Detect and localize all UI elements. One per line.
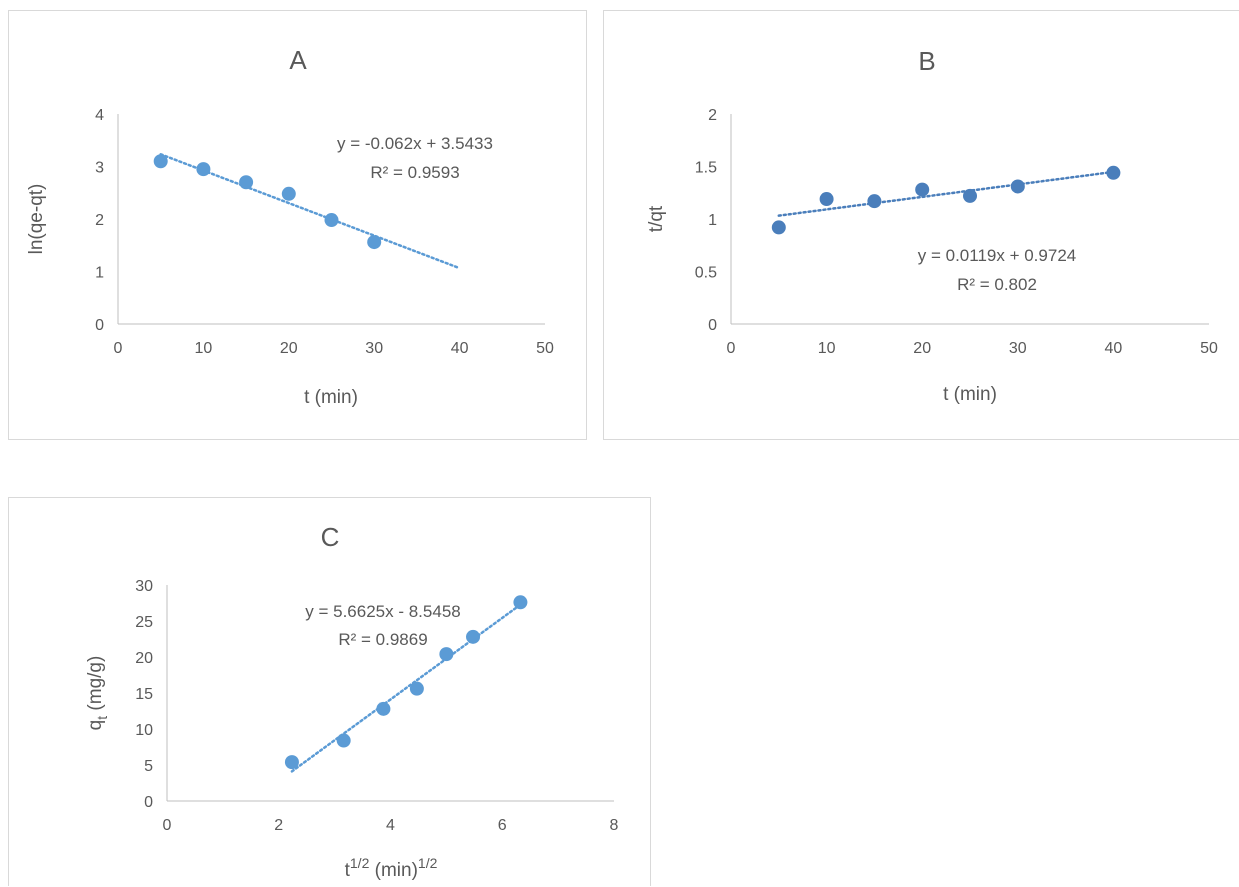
chart-panel-b: B 0 10 20 30 40 50 0 0.5 1 1.5 2 y = 0.0119x + 0.972… — [603, 10, 1239, 440]
chart-a-y-tick-label: 4 — [95, 107, 104, 124]
chart-c-data-point — [439, 647, 453, 661]
chart-b-svg: B 0 10 20 30 40 50 0 0.5 1 1.5 2 y = 0.0119x + 0.972… — [604, 11, 1239, 441]
chart-b-x-axis-label: t (min) — [943, 384, 997, 405]
chart-c-y-tick-label: 30 — [135, 578, 153, 595]
chart-a-y-tick-label: 0 — [95, 317, 104, 334]
chart-a-x-tick-label: 30 — [365, 340, 383, 357]
chart-c-data-point — [410, 682, 424, 696]
chart-a-y-tick-label: 1 — [95, 265, 104, 282]
chart-c-x-tick-label: 4 — [386, 817, 395, 834]
chart-c-y-tick-label: 20 — [135, 650, 153, 667]
chart-a-data-point — [154, 154, 168, 168]
chart-b-y-axis-label: t/qt — [646, 205, 667, 232]
chart-a-x-tick-label: 40 — [451, 340, 469, 357]
chart-c-svg: C 0 2 4 6 8 0 5 10 15 20 25 30 y = 5.6625x - 8.5458 R²… — [9, 498, 652, 887]
chart-c-x-tick-label: 8 — [610, 817, 619, 834]
chart-c-data-point — [285, 755, 299, 769]
chart-c-x-tick-label: 0 — [163, 817, 172, 834]
chart-b-title: B — [918, 46, 935, 76]
chart-a-data-point — [239, 175, 253, 189]
chart-b-x-tick-label: 10 — [818, 340, 836, 357]
chart-b-data-point — [772, 220, 786, 234]
chart-c-r-squared: R² = 0.9869 — [338, 630, 427, 649]
chart-c-y-tick-label: 15 — [135, 686, 153, 703]
chart-c-title: C — [321, 522, 340, 552]
chart-c-data-point — [466, 630, 480, 644]
chart-a-y-tick-label: 3 — [95, 160, 104, 177]
chart-b-y-tick-label: 1.5 — [695, 160, 717, 177]
chart-c-x-axis-label-unit: (min) — [369, 860, 418, 881]
chart-panel-a: A 0 10 20 30 40 50 0 1 2 3 4 y = -0.062x + 3.5433 R² … — [8, 10, 587, 440]
chart-a-x-tick-label: 50 — [536, 340, 554, 357]
chart-b-x-tick-label: 30 — [1009, 340, 1027, 357]
chart-b-y-tick-label: 0 — [708, 317, 717, 334]
chart-c-y-axis-label: qt (mg/g) — [85, 656, 110, 731]
chart-c-x-tick-label: 2 — [274, 817, 283, 834]
chart-b-data-point — [1011, 179, 1025, 193]
chart-b-equation: y = 0.0119x + 0.9724 — [918, 246, 1076, 265]
chart-c-data-point — [376, 702, 390, 716]
chart-b-data-point — [820, 192, 834, 206]
chart-c-x-axis-label-sup: 1/2 — [418, 855, 438, 871]
chart-a-data-point — [325, 213, 339, 227]
chart-b-x-tick-label: 0 — [727, 340, 736, 357]
chart-b-y-tick-label: 1 — [708, 212, 717, 229]
chart-a-x-tick-label: 0 — [114, 340, 123, 357]
chart-a-x-tick-label: 10 — [195, 340, 213, 357]
chart-c-y-tick-label: 10 — [135, 722, 153, 739]
chart-b-data-point — [915, 183, 929, 197]
chart-c-data-point — [337, 734, 351, 748]
chart-a-data-point — [367, 235, 381, 249]
chart-c-y-tick-label: 0 — [144, 794, 153, 811]
chart-a-equation: y = -0.062x + 3.5433 — [337, 134, 493, 153]
chart-c-y-tick-label: 5 — [144, 758, 153, 775]
chart-a-data-point — [196, 162, 210, 176]
chart-c-data-point — [513, 595, 527, 609]
chart-b-y-tick-label: 0.5 — [695, 265, 717, 282]
chart-b-data-point — [1106, 166, 1120, 180]
chart-b-y-tick-label: 2 — [708, 107, 717, 124]
chart-a-data-point — [282, 187, 296, 201]
chart-c-x-axis-label: t1/2 (min)1/2 — [345, 855, 438, 881]
chart-b-data-point — [867, 194, 881, 208]
chart-a-title: A — [289, 45, 307, 75]
chart-b-x-tick-label: 40 — [1105, 340, 1123, 357]
chart-c-y-tick-label: 25 — [135, 614, 153, 631]
chart-c-equation: y = 5.6625x - 8.5458 — [305, 602, 460, 621]
chart-c-x-axis-label-sup: 1/2 — [350, 855, 370, 871]
chart-a-svg: A 0 10 20 30 40 50 0 1 2 3 4 y = -0.062x + 3.5433 R² … — [9, 11, 588, 441]
chart-c-y-axis-label-base: q — [85, 720, 106, 731]
chart-a-y-axis-label: ln(qe-qt) — [26, 184, 47, 255]
chart-panel-c: C 0 2 4 6 8 0 5 10 15 20 25 30 y = 5.6625x - 8.5458 R²… — [8, 497, 651, 886]
chart-a-y-tick-label: 2 — [95, 212, 104, 229]
chart-c-y-axis-label-unit: (mg/g) — [85, 656, 106, 716]
chart-c-x-tick-label: 6 — [498, 817, 507, 834]
chart-b-x-tick-label: 50 — [1200, 340, 1218, 357]
chart-b-x-tick-label: 20 — [913, 340, 931, 357]
chart-b-data-point — [963, 189, 977, 203]
chart-a-r-squared: R² = 0.9593 — [370, 163, 459, 182]
chart-a-x-axis-label: t (min) — [304, 387, 358, 408]
chart-a-x-tick-label: 20 — [280, 340, 298, 357]
chart-b-r-squared: R² = 0.802 — [957, 275, 1037, 294]
